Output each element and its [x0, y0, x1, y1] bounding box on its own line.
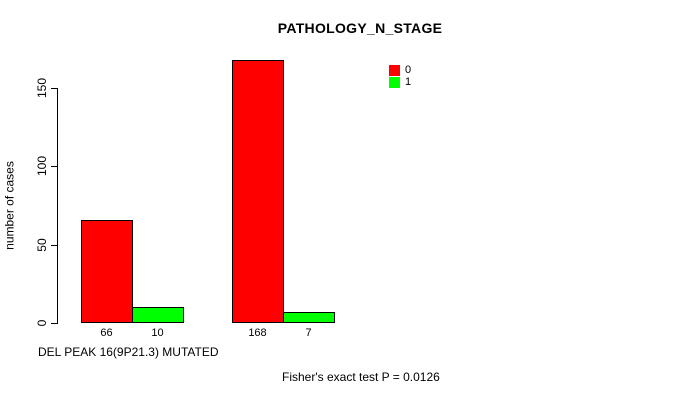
y-axis-label: number of cases — [2, 161, 17, 250]
y-axis-tick — [51, 323, 58, 324]
legend-item: 0 — [389, 65, 411, 76]
y-axis-tick-label: 50 — [35, 238, 49, 252]
bar-value-label: 10 — [151, 327, 164, 339]
bar-value-label: 168 — [248, 327, 267, 339]
y-axis-tick — [51, 88, 58, 89]
chart-title: PATHOLOGY_N_STAGE — [277, 20, 443, 36]
y-axis-tick-label: 100 — [35, 155, 49, 177]
bar-group1-series-1 — [132, 307, 184, 323]
y-axis-tick — [51, 245, 58, 246]
y-axis-tick-label: 0 — [35, 319, 49, 327]
x-axis-caption: DEL PEAK 16(9P21.3) MUTATED — [38, 345, 219, 359]
legend-item: 1 — [389, 77, 411, 88]
bar-group1-series-0 — [81, 220, 133, 323]
stat-test-annotation: Fisher's exact test P = 0.0126 — [282, 370, 440, 384]
legend-label: 1 — [405, 76, 412, 88]
bar-value-label: 7 — [305, 327, 312, 339]
legend-label: 0 — [405, 64, 412, 76]
y-axis-line — [57, 88, 58, 323]
legend-swatch-icon — [389, 77, 400, 88]
y-axis-tick — [51, 166, 58, 167]
bar-group2-series-0 — [232, 60, 284, 323]
y-axis-tick-label: 150 — [35, 77, 49, 99]
bar-value-label: 66 — [100, 327, 113, 339]
bar-group2-series-1 — [283, 312, 335, 323]
legend-swatch-icon — [389, 65, 400, 76]
